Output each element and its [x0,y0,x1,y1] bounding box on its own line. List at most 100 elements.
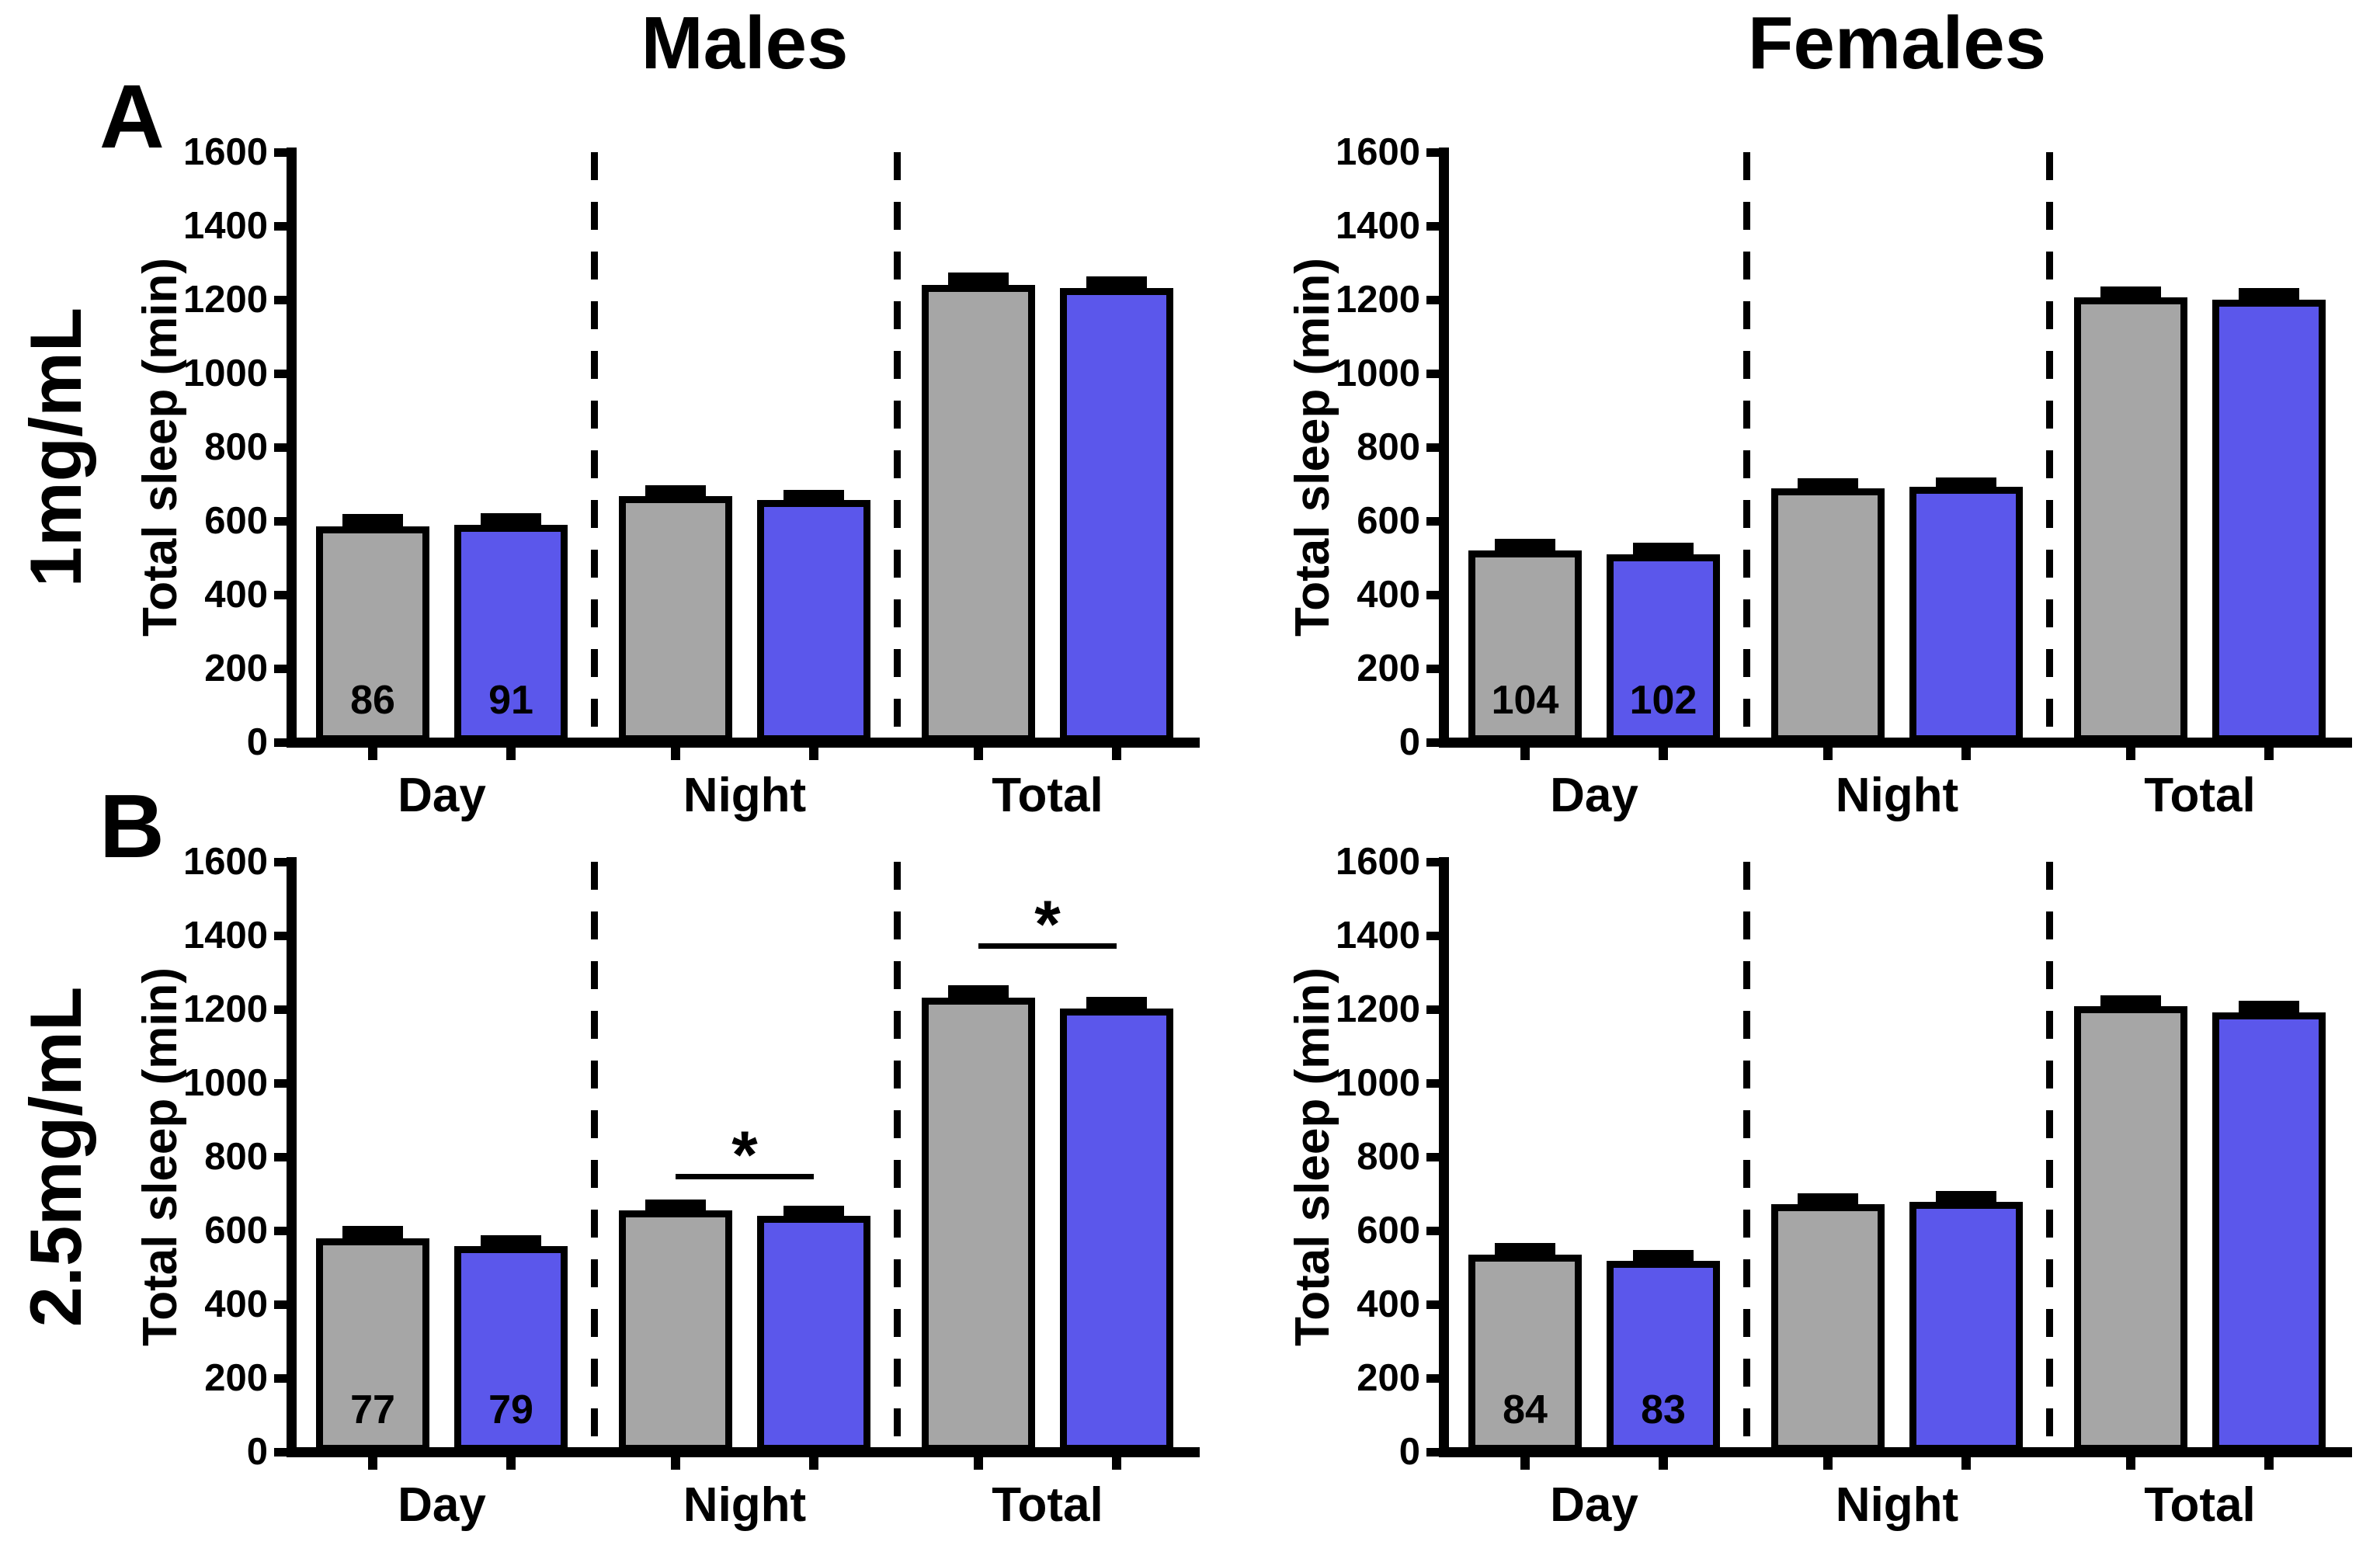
gray-bar [2074,1006,2187,1452]
category-separator-line [1743,152,1750,742]
x-axis-tick [2126,1457,2135,1470]
y-axis-title: Total sleep (min) [1286,967,1339,1347]
y-axis-tick [1426,858,1440,866]
y-axis-tick [1426,1153,1440,1161]
y-axis-tick-label: 1200 [1335,988,1420,1030]
y-axis-tick [274,1300,287,1309]
error-bar-cap [481,1235,541,1248]
gray-bar [922,997,1035,1452]
y-axis-tick [274,517,287,526]
blue-bar [1909,487,2023,742]
gray-bar [1771,488,1885,742]
y-axis-line [1439,857,1449,1457]
y-axis-tick-label: 200 [204,1357,268,1399]
category-label-day: Day [398,769,486,822]
y-axis-tick [1426,370,1440,378]
y-axis-tick [274,296,287,304]
y-axis-tick-label: 1600 [1335,841,1420,883]
y-axis-tick [274,1079,287,1088]
bar-count-label: 102 [1629,678,1697,723]
y-axis-tick-label: 0 [246,1431,268,1473]
y-axis-tick-label: 400 [1357,574,1420,616]
category-separator-line [1743,862,1750,1452]
gray-bar [1468,550,1582,742]
column-title-females: Females [1747,2,2047,85]
significance-line [676,1174,814,1180]
x-axis-tick [2264,1457,2274,1470]
error-bar-cap [645,485,706,498]
x-axis-tick [1961,748,1971,760]
category-label-total: Total [992,1478,1103,1532]
x-axis-tick [809,748,818,760]
panel-letter-a: A [99,66,165,167]
bar-count-label: 86 [350,678,395,723]
gray-bar [1771,1203,1885,1452]
category-label-night: Night [683,1478,807,1532]
panel-letter-b: B [99,776,165,877]
gray-bar [619,1210,732,1452]
category-label-day: Day [398,1478,486,1532]
category-label-total: Total [992,769,1103,822]
y-axis-tick [1426,591,1440,599]
x-axis-tick [506,1457,516,1470]
x-axis-tick [1659,748,1668,760]
gray-bar [316,1238,429,1452]
y-axis-tick-label: 200 [204,648,268,689]
blue-bar [1909,1201,2023,1452]
y-axis-tick [274,1448,287,1457]
x-axis-tick [506,748,516,760]
x-axis-tick [368,748,377,760]
error-bar-cap [1633,1250,1694,1263]
category-label-night: Night [1835,769,1959,822]
y-axis-tick-label: 1200 [1335,279,1420,321]
y-axis-title: Total sleep (min) [134,258,187,637]
y-axis-tick [1426,148,1440,157]
y-axis-tick-label: 600 [204,500,268,542]
y-axis-tick-label: 0 [1398,1431,1420,1473]
blue-bar [1060,287,1173,742]
y-axis-line [287,148,297,748]
y-axis-tick [1426,1374,1440,1383]
blue-bar [757,1216,870,1452]
category-label-total: Total [2144,769,2256,822]
error-bar-cap [2100,995,2161,1008]
gray-bar [619,495,732,742]
error-bar-cap [948,985,1009,998]
y-axis-tick-label: 1000 [1335,352,1420,394]
y-axis-tick [1426,932,1440,940]
category-separator-line [894,862,901,1452]
blue-bar [1060,1009,1173,1452]
significance-asterisk: * [1034,887,1061,963]
y-axis-tick [274,591,287,599]
x-axis-tick [974,748,983,760]
error-bar-cap [1495,538,1555,551]
y-axis-tick-label: 1400 [182,205,268,247]
significance-line [978,943,1117,950]
y-axis-tick [274,1153,287,1161]
blue-bar [2212,1012,2326,1452]
x-axis-tick [1520,748,1530,760]
y-axis-tick [274,1374,287,1383]
error-bar-cap [342,513,403,526]
x-axis-tick [1520,1457,1530,1470]
y-axis-tick [274,665,287,673]
y-axis-tick [1426,665,1440,673]
y-axis-tick [1426,296,1440,304]
error-bar-cap [1798,1193,1858,1207]
y-axis-tick [274,932,287,940]
bar-count-label: 104 [1491,678,1559,723]
y-axis-tick [274,738,287,747]
y-axis-tick-label: 800 [1357,1136,1420,1178]
x-axis-tick [671,1457,680,1470]
category-label-total: Total [2144,1478,2256,1532]
category-separator-line [894,152,901,742]
x-axis-tick [2126,748,2135,760]
error-bar-cap [1936,477,1996,490]
error-bar-cap [342,1226,403,1239]
y-axis-tick-label: 1000 [182,352,268,394]
y-axis-tick-label: 1200 [182,279,268,321]
x-axis-tick [1112,1457,1121,1470]
y-axis-tick-label: 400 [1357,1283,1420,1325]
y-axis-tick-label: 400 [204,1283,268,1325]
bar-count-label: 84 [1503,1387,1548,1432]
